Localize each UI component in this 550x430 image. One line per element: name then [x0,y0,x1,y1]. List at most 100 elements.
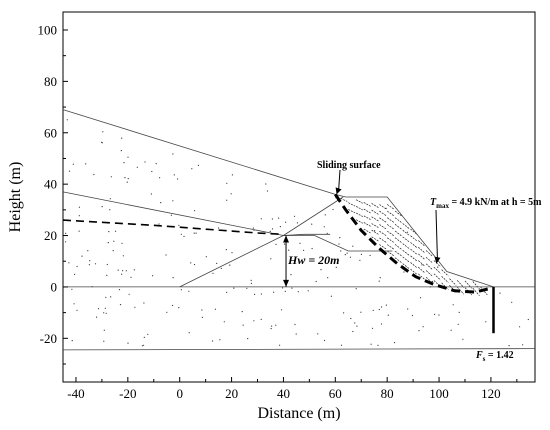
soil-dot [103,340,105,342]
reinforcement-stroke [456,286,465,295]
soil-dot [106,274,108,276]
soil-dot [231,252,233,254]
soil-dot [78,215,80,217]
reinforcement-stroke [371,203,379,208]
soil-dot [188,290,190,292]
soil-dot [379,277,381,279]
soil-dot [119,304,122,306]
soil-dot [522,344,524,346]
soil-dot [350,317,352,320]
inner-boundary-upper [283,196,344,236]
soil-dot [178,224,180,226]
soil-dot [230,193,232,195]
soil-stipple [65,119,529,347]
soil-dot [72,163,74,165]
sliding-surface-label: Sliding surface [317,160,381,171]
slide-pointer-line [338,169,341,191]
reinforcement-stroke [363,208,371,214]
soil-dot [127,156,129,158]
soil-dot [291,287,293,289]
soil-dot [87,250,89,252]
soil-dot [195,232,197,234]
tmax-subscript: max [436,202,449,210]
x-tick-label: 0 [176,386,183,401]
reinforcement-stroke [410,242,418,249]
soil-dot [352,330,354,333]
soil-dot [93,173,95,176]
soil-dot [136,166,138,168]
x-tick-label: 120 [481,386,501,401]
soil-dot [150,193,152,195]
soil-dot [260,218,262,220]
soil-dot [68,170,71,172]
soil-dot [288,249,290,251]
soil-dot [377,344,379,346]
soil-dot [73,303,75,305]
reinforcement-stroke [425,256,434,264]
reinforcement-stroke [348,202,356,207]
reinforcement-stroke [472,281,480,290]
soil-dot [177,178,179,180]
soil-dot [226,182,228,184]
tmax-value: = 4.9 kN/m at h = 5m [449,197,542,208]
soil-dot [78,206,80,208]
soil-dot [223,321,225,323]
soil-dot [225,249,227,251]
x-tick-label: 40 [277,386,290,401]
soil-dot [340,344,343,346]
soil-dot [419,297,422,299]
reinforcement-stroke [340,197,348,202]
soil-dot [183,235,185,237]
soil-dot [250,282,252,284]
soil-dot [271,228,274,230]
reinforcement-stroke [410,235,418,242]
soil-dot [121,242,123,244]
soil-dot [165,254,167,256]
reinforcement-stroke [394,224,402,230]
soil-dot [193,263,196,266]
soil-dot [269,230,271,232]
reinforcement-stroke [371,229,379,235]
reinforcement-stroke [379,210,387,216]
x-tick-label: 60 [329,386,342,401]
reinforcement-stroke [402,263,410,270]
y-tick-label: 80 [44,74,57,89]
reinforcement-stroke [441,269,449,277]
tmax-pointer [434,209,441,264]
reinforcement-stroke [480,286,488,296]
x-tick-label: 20 [225,386,238,401]
soil-dot [71,288,73,290]
soil-dot [294,323,296,326]
hw-label: Hw = 20m [287,253,340,267]
soil-dot [378,308,380,311]
soil-dot [101,141,103,143]
soil-dot [201,309,203,311]
soil-dot [68,262,70,264]
soil-dot [359,259,361,261]
reinforcement-stroke [363,222,371,227]
soil-dot [349,256,351,258]
soil-dot [190,262,192,264]
soil-dot [110,176,112,178]
tmax-label: Tmax = 4.9 kN/m at h = 5m [430,197,542,210]
soil-dot [127,342,129,344]
soil-dot [285,221,287,223]
soil-dot [403,271,405,273]
soil-dot [458,311,460,313]
reinforcement-stroke [418,266,426,274]
soil-dot [96,316,98,318]
y-tick-label: 0 [51,279,58,294]
soil-dot [112,250,114,252]
soil-dot [340,250,342,252]
soil-dot [180,289,182,291]
soil-dot [107,242,109,244]
soil-dot [431,280,433,283]
soil-dot [281,309,283,311]
soil-dot [247,338,249,340]
soil-dot [279,344,281,346]
soil-dot [265,183,267,185]
soil-dot [101,206,103,208]
soil-dot [270,328,272,330]
reinforcement-stroke [425,263,434,271]
soil-dot [220,267,222,269]
